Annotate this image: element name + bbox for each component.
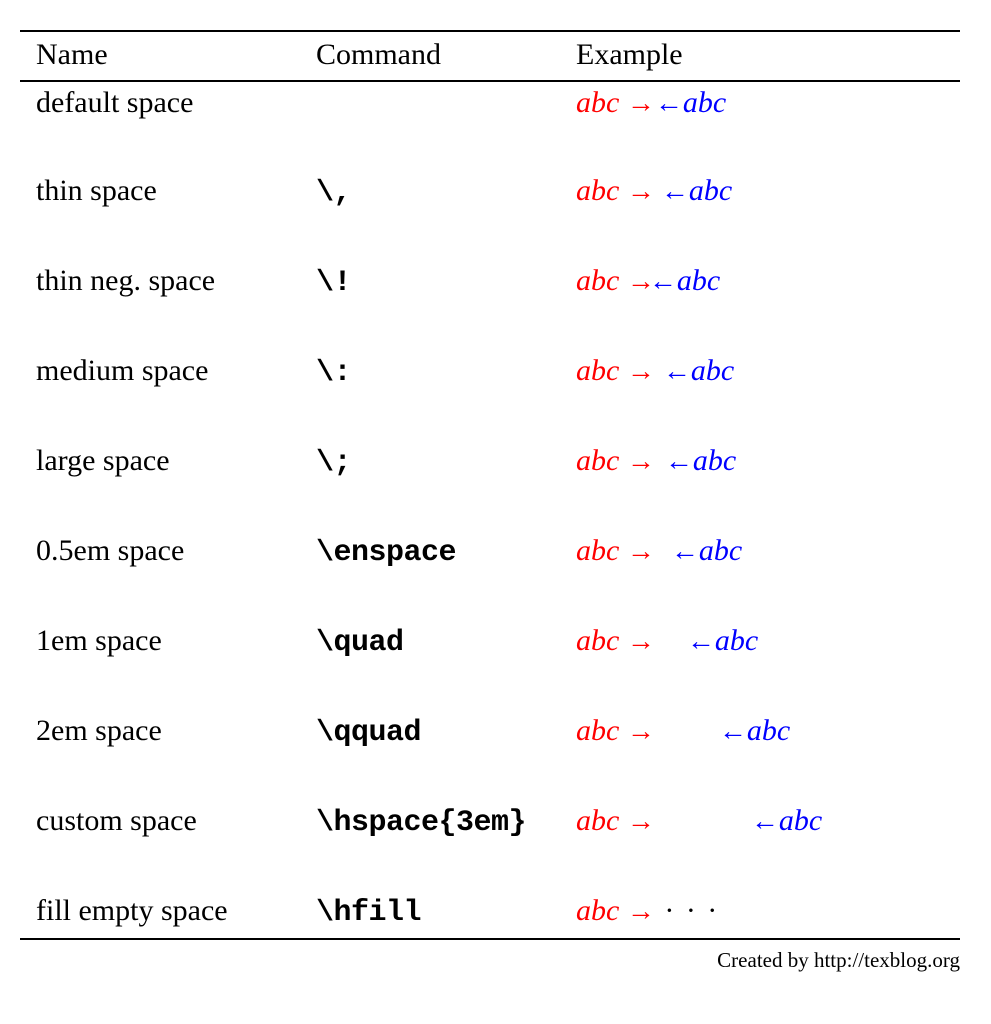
arrow-right-icon: → [627,446,655,478]
example-right-text: abc [693,444,736,477]
row-name: 1em space [20,624,316,658]
table-row: thin space\,abc →←abc [20,170,960,260]
example-right-text: abc [715,624,758,657]
row-command: \qquad [316,716,576,750]
example-left-text: abc [576,174,627,207]
arrow-left-icon: ← [751,806,779,838]
row-command: \, [316,176,576,210]
row-name: thin space [20,174,316,208]
header-command: Command [316,38,576,72]
row-name: default space [20,86,316,120]
example-right-text: abc [677,264,720,297]
table-row: custom space\hspace{3em}abc →←abc [20,800,960,890]
row-command: \! [316,266,576,300]
credit-line: Created by http://texblog.org [20,940,960,973]
row-command: \hfill [316,896,576,930]
arrow-left-icon: ← [663,356,691,388]
row-command: \enspace [316,536,576,570]
row-name: fill empty space [20,894,316,928]
example-right-text: abc [699,534,742,567]
arrow-left-icon: ← [671,536,699,568]
credit-prefix: Created by [717,948,814,972]
arrow-left-icon: ← [655,88,683,120]
arrow-left-icon: ← [719,716,747,748]
row-example: abc →←abc [576,354,956,388]
row-example: abc → · · · [576,894,956,928]
row-name: large space [20,444,316,478]
arrow-left-icon: ← [665,446,693,478]
ellipsis: · · · [655,894,719,927]
example-left-text: abc [576,86,627,119]
arrow-right-icon: → [627,806,655,838]
example-left-text: abc [576,624,627,657]
table-row: thin neg. space\!abc →←abc [20,260,960,350]
row-example: abc →←abc [576,804,956,838]
example-left-text: abc [576,534,627,567]
row-name: thin neg. space [20,264,316,298]
table-body: default spaceabc →←abcthin space\,abc →←… [20,82,960,938]
example-left-text: abc [576,444,627,477]
row-example: abc →←abc [576,444,956,478]
row-example: abc →←abc [576,714,956,748]
row-command: \: [316,356,576,390]
table-row: default spaceabc →←abc [20,82,960,170]
row-example: abc →←abc [576,86,956,120]
row-command: \; [316,446,576,480]
row-example: abc →←abc [576,624,956,658]
table-row: 0.5em space\enspaceabc →←abc [20,530,960,620]
credit-url: http://texblog.org [814,948,960,972]
table-row: fill empty space\hfillabc → · · · [20,890,960,938]
table-row: large space\;abc →←abc [20,440,960,530]
row-name: medium space [20,354,316,388]
table-row: 2em space\qquadabc →←abc [20,710,960,800]
arrow-right-icon: → [627,536,655,568]
arrow-right-icon: → [627,88,655,120]
row-name: custom space [20,804,316,838]
arrow-right-icon: → [627,626,655,658]
row-name: 2em space [20,714,316,748]
example-right-text: abc [683,86,726,119]
arrow-left-icon: ← [661,176,689,208]
arrow-right-icon: → [627,716,655,748]
arrow-left-icon: ← [649,266,677,298]
header-name: Name [20,38,316,72]
example-right-text: abc [691,354,734,387]
example-left-text: abc [576,264,627,297]
row-example: abc →←abc [576,264,956,298]
arrow-left-icon: ← [687,626,715,658]
example-left-text: abc [576,714,627,747]
arrow-right-icon: → [627,896,655,928]
row-example: abc →←abc [576,534,956,568]
row-name: 0.5em space [20,534,316,568]
header-example: Example [576,38,956,72]
arrow-right-icon: → [627,176,655,208]
arrow-right-icon: → [627,356,655,388]
example-right-text: abc [779,804,822,837]
spacing-table: Name Command Example default spaceabc →←… [20,30,960,940]
example-left-text: abc [576,354,627,387]
table-row: medium space\:abc →←abc [20,350,960,440]
table-row: 1em space\quadabc →←abc [20,620,960,710]
row-command: \quad [316,626,576,660]
example-right-text: abc [747,714,790,747]
example-right-text: abc [689,174,732,207]
example-left-text: abc [576,894,627,927]
example-left-text: abc [576,804,627,837]
row-example: abc →←abc [576,174,956,208]
table-header-row: Name Command Example [20,32,960,80]
row-command: \hspace{3em} [316,806,576,840]
